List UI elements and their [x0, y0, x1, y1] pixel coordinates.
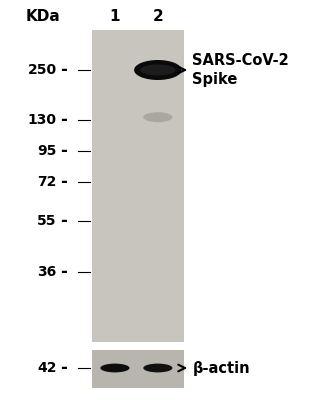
Ellipse shape: [100, 364, 130, 372]
Text: -: -: [60, 212, 67, 230]
Text: 36: 36: [38, 265, 57, 279]
Text: 55: 55: [37, 214, 57, 228]
Text: 42: 42: [37, 361, 57, 375]
Bar: [92, 350, 184, 388]
Text: -: -: [60, 263, 67, 281]
Text: -: -: [60, 142, 67, 160]
Text: KDa: KDa: [26, 9, 61, 24]
Text: -: -: [60, 359, 67, 377]
Ellipse shape: [134, 60, 182, 80]
Ellipse shape: [140, 64, 176, 76]
Bar: [92, 30, 184, 342]
Ellipse shape: [143, 364, 172, 372]
Text: -: -: [60, 173, 67, 191]
Text: -: -: [60, 61, 67, 79]
Text: β-actin: β-actin: [192, 360, 250, 376]
Ellipse shape: [143, 112, 172, 122]
Text: -: -: [60, 111, 67, 129]
Text: 1: 1: [110, 9, 120, 24]
Text: 250: 250: [28, 63, 57, 77]
Text: 2: 2: [152, 9, 163, 24]
Text: 95: 95: [37, 144, 57, 158]
Text: 130: 130: [28, 113, 57, 127]
Text: 72: 72: [37, 175, 57, 189]
Text: SARS-CoV-2
Spike: SARS-CoV-2 Spike: [192, 53, 289, 87]
